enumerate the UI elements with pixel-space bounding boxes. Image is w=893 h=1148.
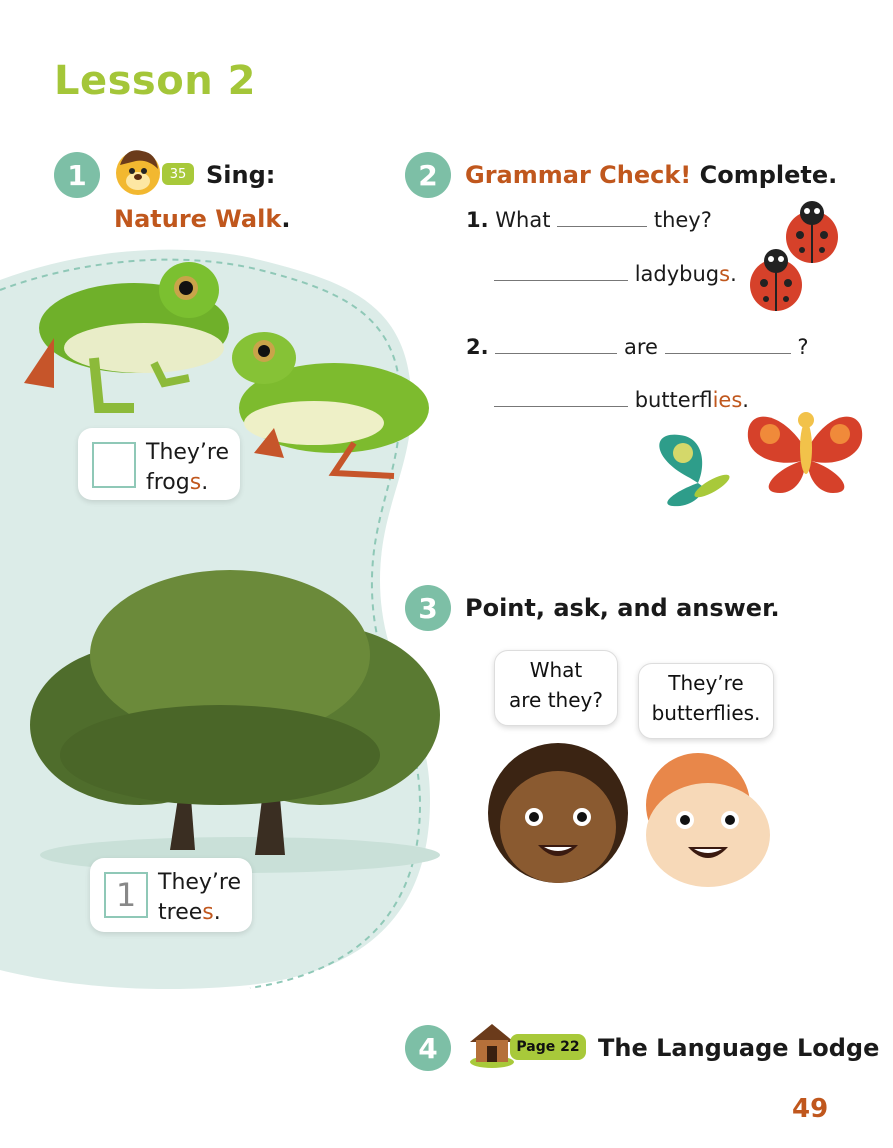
butterflies-illustration [659,412,863,507]
page-link-badge[interactable]: Page 22 [510,1034,586,1060]
exercise-4-number: 4 [405,1025,451,1071]
item-2-line-2: butterflies. [494,388,749,412]
sing-label: Sing: [206,161,276,189]
answer-box[interactable]: 1 [104,872,148,918]
speech-bubble-answer: They’re butterflies. [638,663,774,739]
lesson-title: Lesson 2 [54,58,256,104]
trees-answer-card: 1 They’re trees. [90,858,252,932]
children-faces-illustration [488,743,770,887]
answer-box[interactable] [92,442,136,488]
trees-caption: They’re trees. [158,870,242,925]
item-2-line-1: 2. are ? [466,335,809,359]
audio-track-badge[interactable]: 35 [162,163,194,185]
blank-input[interactable] [557,226,648,227]
ladybugs-illustration [750,201,838,311]
blank-input[interactable] [494,280,628,281]
blank-input[interactable] [664,353,791,354]
exercise-3-number: 3 [405,585,451,631]
item-1-line-1: 1. What they? [466,208,712,232]
page-number: 49 [792,1094,829,1124]
point-ask-answer-heading: Point, ask, and answer. [465,594,780,622]
song-title: Nature Walk. [114,205,291,233]
grammar-check-heading: Grammar Check! Complete. [465,161,838,189]
frogs-answer-card: They’re frogs. [78,428,240,500]
language-lodge-heading: The Language Lodge [598,1034,880,1062]
exercise-2-number: 2 [405,152,451,198]
trees-illustration [30,570,440,873]
blank-input[interactable] [494,406,628,407]
lodge-icon [470,1024,514,1068]
frogs-caption: They’re frogs. [146,440,230,495]
item-1-line-2: ladybugs. [494,262,737,286]
blank-input[interactable] [495,353,618,354]
exercise-1-number: 1 [54,152,100,198]
frogs-illustration [24,262,429,479]
speech-bubble-question: What are they? [494,650,618,726]
dog-mascot-icon [116,150,160,195]
